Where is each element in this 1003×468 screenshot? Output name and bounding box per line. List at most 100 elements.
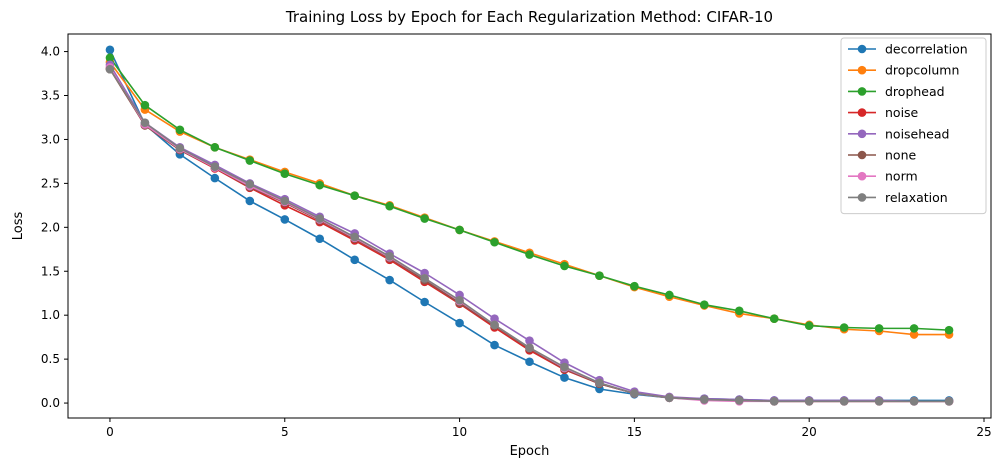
- data-point: [525, 343, 534, 353]
- y-axis: 0.0 0.5 1.0 1.5 2.0 2.5 3.0 3.5 4.0: [41, 45, 68, 410]
- data-point: [944, 325, 954, 335]
- y-tick-label: 1.0: [41, 308, 60, 322]
- legend-marker: [857, 87, 867, 96]
- data-point: [734, 306, 744, 316]
- x-axis: 0 5 10 15 20 25: [106, 418, 992, 439]
- data-point: [315, 180, 325, 190]
- data-point: [665, 393, 674, 403]
- data-point: [839, 397, 849, 406]
- data-point: [909, 324, 919, 333]
- data-point: [769, 397, 779, 406]
- x-tick-label: 20: [802, 425, 817, 439]
- x-tick-label: 10: [452, 425, 467, 439]
- data-point: [280, 169, 290, 179]
- legend-label: none: [885, 148, 916, 163]
- data-point: [385, 275, 394, 285]
- y-tick-label: 0.5: [41, 352, 60, 366]
- data-point: [700, 300, 709, 309]
- series-line: [109, 57, 950, 331]
- data-point: [210, 162, 220, 171]
- data-point: [245, 156, 255, 165]
- legend-item-noisehead: noisehead: [848, 126, 949, 141]
- data-point: [804, 321, 814, 331]
- legend-box: [840, 37, 987, 215]
- series-line: [109, 61, 950, 336]
- data-point: [490, 320, 499, 330]
- legend-label: noise: [885, 105, 919, 120]
- data-point: [315, 214, 325, 223]
- data-point: [804, 397, 814, 406]
- y-tick-label: 1.5: [41, 264, 60, 278]
- data-point: [630, 281, 639, 291]
- x-tick-label: 25: [976, 425, 991, 439]
- legend: decorrelation dropcolumn drophead noise nois…: [840, 37, 987, 215]
- legend-item-relaxation: relaxation: [848, 190, 948, 205]
- data-point: [525, 336, 534, 345]
- x-tick-label: 5: [281, 425, 289, 439]
- legend-item-drophead: drophead: [848, 84, 945, 99]
- y-tick-label: 2.0: [41, 220, 60, 234]
- data-point: [595, 378, 604, 388]
- data-point: [874, 324, 884, 333]
- legend-marker: [857, 65, 867, 75]
- x-axis-label: Epoch: [510, 444, 550, 459]
- data-point: [490, 237, 499, 247]
- x-tick-label: 15: [627, 425, 642, 439]
- legend-label: dropcolumn: [885, 63, 959, 78]
- data-point: [385, 201, 394, 211]
- legend-marker: [857, 129, 867, 139]
- data-point: [280, 215, 290, 224]
- data-point: [630, 389, 639, 398]
- data-point: [175, 125, 185, 135]
- data-point: [560, 362, 569, 372]
- series-drophead: [105, 53, 954, 335]
- data-point: [490, 314, 499, 324]
- y-tick-label: 3.5: [41, 89, 60, 103]
- legend-marker: [857, 108, 867, 117]
- data-point: [595, 271, 604, 280]
- legend-marker: [857, 193, 867, 202]
- data-point: [315, 234, 325, 244]
- y-tick-label: 4.0: [41, 45, 60, 59]
- data-point: [665, 290, 674, 300]
- legend-label: decorrelation: [885, 42, 968, 57]
- series-layer: [105, 45, 954, 406]
- data-point: [105, 53, 115, 63]
- data-point: [909, 330, 919, 339]
- data-point: [245, 196, 255, 206]
- legend-item-noise: noise: [848, 105, 919, 120]
- data-point: [420, 273, 429, 283]
- legend-marker: [857, 150, 867, 160]
- data-point: [560, 373, 569, 382]
- legend-item-decorrelation: decorrelation: [848, 42, 968, 57]
- data-point: [874, 397, 884, 406]
- y-tick-label: 2.5: [41, 176, 60, 190]
- data-point: [700, 395, 709, 404]
- x-tick-label: 0: [106, 425, 114, 439]
- data-point: [350, 255, 359, 265]
- legend-label: drophead: [885, 84, 945, 99]
- series-noise: [105, 63, 954, 406]
- data-point: [140, 118, 150, 128]
- data-point: [105, 45, 115, 55]
- data-point: [175, 143, 185, 153]
- chart-title: Training Loss by Epoch for Each Regulari…: [285, 8, 773, 26]
- legend-marker: [857, 171, 867, 181]
- data-point: [385, 252, 394, 261]
- data-point: [839, 323, 849, 332]
- legend-item-dropcolumn: dropcolumn: [848, 63, 959, 78]
- data-point: [734, 396, 744, 405]
- legend-marker: [857, 44, 867, 54]
- plot-frame: [67, 33, 992, 419]
- data-point: [490, 340, 499, 350]
- data-point: [350, 232, 359, 242]
- data-point: [455, 225, 464, 235]
- data-point: [350, 191, 359, 200]
- legend-item-none: none: [848, 148, 916, 163]
- legend-item-norm: norm: [848, 169, 918, 184]
- data-point: [525, 250, 534, 259]
- data-point: [769, 314, 779, 324]
- y-axis-label: Loss: [11, 212, 26, 241]
- legend-label: noisehead: [885, 126, 949, 141]
- y-tick-label: 0.0: [41, 396, 60, 410]
